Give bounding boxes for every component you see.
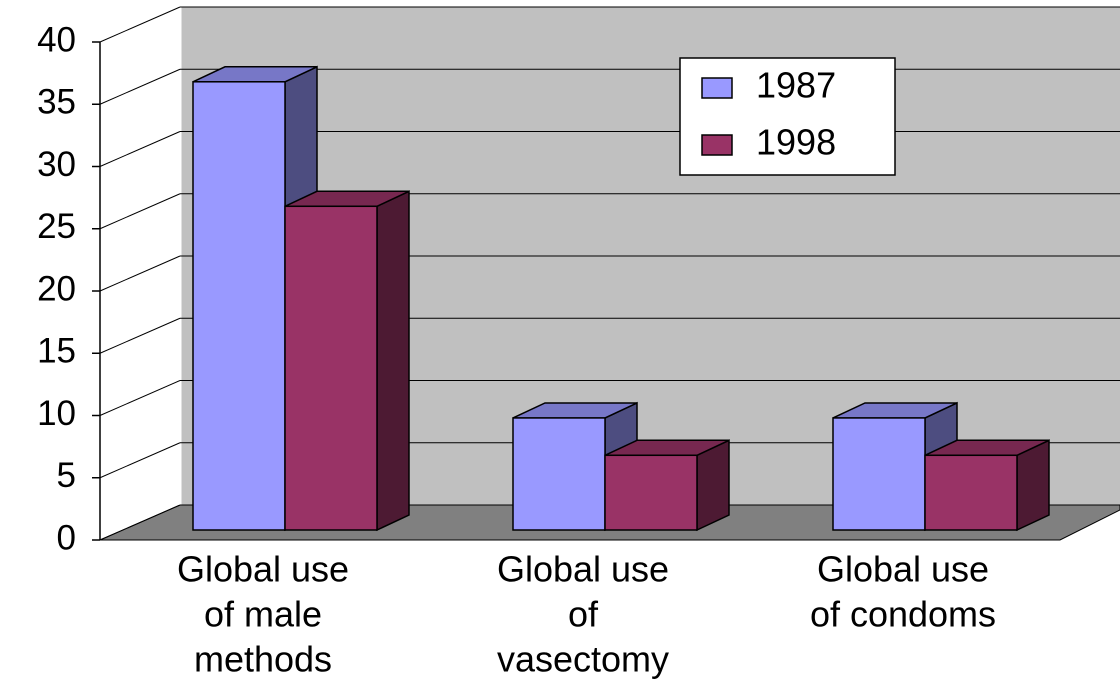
- grid-line: [99, 131, 181, 167]
- y-tick-label: 30: [37, 145, 76, 184]
- y-tick-label: 5: [57, 456, 76, 495]
- y-tick-label: 15: [37, 332, 76, 371]
- x-tick-label: of: [568, 594, 599, 635]
- bar: [924, 454, 1018, 531]
- x-tick-label: vasectomy: [497, 639, 669, 680]
- grid-line: [99, 380, 181, 416]
- y-tick-label: 0: [57, 518, 76, 557]
- bar: [284, 205, 378, 531]
- y-tick-label: 25: [37, 207, 76, 246]
- grid-line: [99, 6, 181, 43]
- legend-label: 1998: [756, 122, 836, 163]
- grid-line: [99, 442, 181, 479]
- grid-line: [99, 255, 181, 292]
- legend-swatch: [701, 77, 733, 99]
- bar-side: [376, 190, 410, 532]
- x-tick-label: of male: [204, 594, 322, 635]
- grid-line: [99, 317, 181, 354]
- x-tick-label: of condoms: [810, 594, 996, 635]
- y-tick-label: 35: [37, 83, 76, 122]
- legend-label: 1987: [756, 65, 836, 106]
- legend-swatch: [701, 134, 733, 156]
- x-tick-label: Global use: [497, 549, 669, 590]
- x-tick-label: methods: [194, 639, 332, 680]
- bar: [832, 417, 926, 531]
- grid-line: [99, 504, 181, 541]
- grid-line: [99, 193, 181, 230]
- y-tick-label: 10: [37, 394, 76, 433]
- y-tick-label: 20: [37, 269, 76, 308]
- grid-line: [99, 68, 181, 105]
- bar: [604, 454, 698, 531]
- x-tick-label: Global use: [177, 549, 349, 590]
- y-tick-label: 40: [37, 20, 76, 59]
- bar: [192, 81, 286, 531]
- x-tick-label: Global use: [817, 549, 989, 590]
- bar: [512, 417, 606, 531]
